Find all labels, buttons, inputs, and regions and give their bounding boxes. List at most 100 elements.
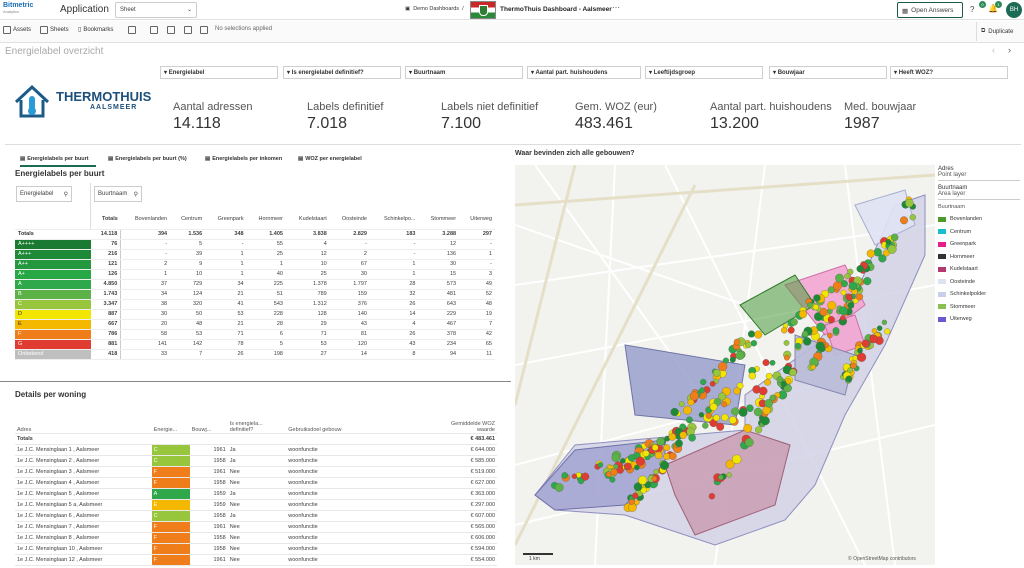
address-point[interactable] [726,472,732,478]
filter-0[interactable]: ▾ Energielabel [160,66,278,79]
address-point[interactable] [624,462,632,471]
address-point[interactable] [716,422,725,431]
address-point[interactable] [743,423,753,433]
address-point[interactable] [668,452,677,460]
address-point[interactable] [733,387,741,395]
pivot-column-header[interactable]: Kudelstaart [285,209,330,230]
address-point[interactable] [848,281,858,291]
address-point[interactable] [784,354,790,361]
address-point[interactable] [689,391,699,401]
address-point[interactable] [812,304,819,311]
filter-2[interactable]: ▾ Buurtnaam [405,66,523,79]
pivot-row-label[interactable]: G [15,339,91,350]
address-point[interactable] [780,380,787,387]
address-point[interactable] [654,451,663,460]
details-row[interactable]: 1e J.C. Mensinglaan 12 , Aalsmeer F 1961 Ne… [15,554,497,566]
address-point[interactable] [642,450,650,457]
address-point[interactable] [744,437,754,447]
address-point[interactable] [840,289,847,296]
address-point[interactable] [783,340,790,346]
address-point[interactable] [712,369,721,377]
address-point[interactable] [816,322,826,332]
address-point[interactable] [813,294,821,302]
address-point[interactable] [687,398,695,406]
address-point[interactable] [762,406,771,415]
address-point[interactable] [769,359,776,366]
address-point[interactable] [776,376,784,383]
address-point[interactable] [610,468,618,476]
details-row[interactable]: 1e J.C. Mensinglaan 8 , Aalsmeer F 1958 Nee… [15,532,497,544]
address-point[interactable] [663,444,671,451]
filter-3[interactable]: ▾ Aantal part. huishoudens [527,66,641,79]
address-point[interactable] [803,337,812,346]
address-point[interactable] [839,306,848,316]
address-point[interactable] [731,407,740,416]
details-column-header[interactable]: Adres [15,405,152,434]
address-point[interactable] [909,214,916,221]
selection-tool-button[interactable] [150,26,158,34]
pivot-row-label[interactable]: A [15,279,91,290]
address-point[interactable] [644,481,652,489]
address-point[interactable] [754,330,763,339]
address-point[interactable] [554,483,564,492]
filter-6[interactable]: ▾ Heeft WOZ? [890,66,1008,79]
pivot-row-label[interactable]: E [15,319,91,330]
address-point[interactable] [688,434,696,442]
address-point[interactable] [571,473,578,479]
address-point[interactable] [794,342,802,349]
pivot-column-header[interactable]: Schinkelpo... [369,209,419,230]
address-point[interactable] [852,298,859,304]
sheet-select[interactable]: Sheet ⌄ [115,2,197,18]
pivot-row-label[interactable]: Onbekend [15,349,91,360]
address-point[interactable] [801,330,809,338]
address-point[interactable] [857,352,867,362]
legend-item[interactable]: Kudelstaart [938,263,1020,276]
breadcrumb[interactable]: ▣ Demo Dashboards / [405,6,464,12]
address-point[interactable] [847,268,854,275]
address-point[interactable] [827,332,833,339]
address-point[interactable] [611,453,621,462]
address-point[interactable] [847,301,855,309]
clear-selections-button[interactable] [200,26,208,34]
pivot-column-header[interactable]: Greenpark [205,209,247,230]
address-point[interactable] [847,367,853,373]
filter-4[interactable]: ▾ Leeftijdsgroep [645,66,763,79]
step-back-button[interactable] [167,26,175,34]
address-point[interactable] [857,347,863,354]
address-point[interactable] [810,364,816,370]
address-point[interactable] [735,350,745,360]
address-point[interactable] [762,359,770,367]
address-point[interactable] [863,277,872,286]
pivot-column-header[interactable]: Totals [91,209,121,230]
address-point[interactable] [869,334,878,344]
address-point[interactable] [798,310,807,319]
address-point[interactable] [633,482,643,492]
address-point[interactable] [790,318,798,326]
address-point[interactable] [787,326,795,334]
address-point[interactable] [745,341,752,349]
details-row[interactable]: 1e J.C. Mensinglaan 5 , Aalsmeer A 1959 Ja w… [15,488,497,500]
address-point[interactable] [581,472,590,481]
address-point[interactable] [871,328,878,334]
address-point[interactable] [765,372,773,380]
details-column-header[interactable]: Gemiddelde WOZ waarde [435,405,497,434]
address-point[interactable] [878,254,887,263]
address-point[interactable] [827,286,835,294]
address-point[interactable] [747,330,756,338]
filter-5[interactable]: ▾ Bouwjaar [769,66,887,79]
address-point[interactable] [789,368,797,377]
pivot-column-header[interactable]: Centrum [170,209,206,230]
next-sheet-icon[interactable]: › [1008,45,1011,55]
address-point[interactable] [718,361,728,372]
address-point[interactable] [887,244,897,254]
address-point[interactable] [844,273,851,280]
address-point[interactable] [840,315,846,321]
address-point[interactable] [708,493,716,500]
pivot-column-header[interactable]: Oosteinde [329,209,370,230]
address-point[interactable] [814,312,823,321]
pivot-column-header[interactable]: Hornmeer [246,209,286,230]
details-row[interactable]: 1e J.C. Mensinglaan 5 a, Aalsmeer E 1959 Ne… [15,499,497,511]
address-point[interactable] [620,458,626,464]
legend-item[interactable]: Hornmeer [938,251,1020,264]
address-point[interactable] [835,273,844,283]
